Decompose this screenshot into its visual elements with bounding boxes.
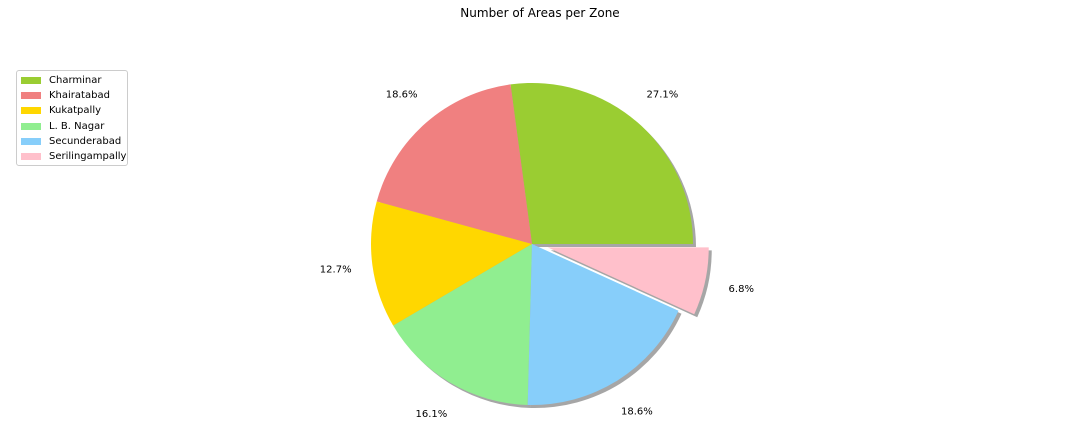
slice-khairatabad: [376, 84, 532, 244]
pct-label-khairatabad: 18.6%: [386, 89, 418, 100]
legend-swatch: [21, 77, 41, 85]
legend-swatch: [21, 137, 41, 145]
legend-item-charminar: Charminar: [21, 73, 123, 88]
legend-item-secunderabad: Secunderabad: [21, 134, 123, 149]
slice-kukatpally: [371, 201, 532, 326]
legend-label: Kukatpally: [49, 105, 102, 117]
legend-swatch: [21, 153, 41, 161]
legend-label: Serilingampally: [49, 151, 127, 163]
legend-item-kukatpally: Kukatpally: [21, 103, 123, 118]
slice-serilingampally: [547, 247, 709, 315]
legend-swatch: [21, 92, 41, 100]
pct-label-serilingampally: 6.8%: [729, 284, 754, 295]
pct-label-l-b-nagar: 16.1%: [415, 409, 447, 420]
legend-label: Secunderabad: [49, 135, 122, 147]
legend-item-serilingampally: Serilingampally: [21, 149, 127, 164]
legend-item-khairatabad: Khairatabad: [21, 88, 123, 103]
legend-swatch: [21, 122, 41, 130]
legend: Charminar Khairatabad Kukatpally L. B. Naga…: [16, 70, 128, 167]
legend-label: Khairatabad: [49, 90, 110, 102]
pct-label-kukatpally: 12.7%: [320, 265, 352, 276]
slice-l-b-nagar: [393, 244, 532, 405]
pct-label-secunderabad: 18.6%: [621, 406, 653, 417]
slice-charminar: [510, 83, 693, 244]
legend-item-l-b-nagar: L. B. Nagar: [21, 119, 123, 134]
chart-title: Number of Areas per Zone: [460, 6, 619, 20]
pie-slices: [371, 83, 709, 405]
pct-label-charminar: 27.1%: [646, 89, 678, 100]
legend-swatch: [21, 107, 41, 115]
legend-label: L. B. Nagar: [49, 120, 105, 132]
percent-labels: 27.1% 18.6% 12.7% 16.1% 18.6% 6.8%: [320, 89, 754, 420]
legend-label: Charminar: [49, 75, 102, 87]
slice-secunderabad: [527, 244, 679, 405]
